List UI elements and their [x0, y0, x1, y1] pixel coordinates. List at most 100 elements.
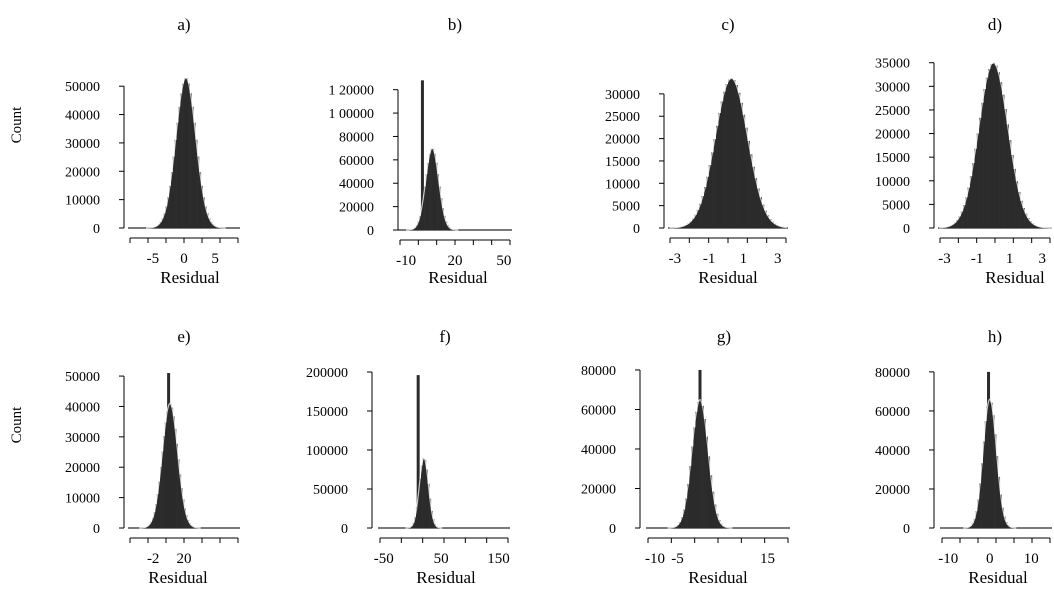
y-tick-label: 10000: [65, 194, 100, 209]
x-tick-label: 20: [448, 253, 463, 269]
histogram-bar: [728, 79, 731, 228]
histogram-bar: [204, 206, 207, 228]
histogram-bar: [674, 526, 678, 528]
x-axis-label: Residual: [416, 568, 476, 587]
histogram-bar: [997, 476, 1001, 528]
histogram-bar: [999, 82, 1003, 228]
histogram-bar: [169, 403, 172, 528]
histogram-bar: [188, 523, 191, 528]
histogram-bar: [160, 466, 162, 528]
histogram-bar: [430, 148, 433, 230]
histogram-bar: [195, 139, 198, 228]
histogram-bar: [737, 92, 741, 228]
histogram-bar: [153, 511, 156, 528]
y-tick-label: 30000: [875, 80, 910, 95]
histogram-bar: [683, 509, 686, 528]
histogram-bar: [759, 197, 762, 228]
histogram-bar: [208, 218, 211, 228]
y-tick-label: 150000: [306, 405, 348, 420]
histogram-bar: [988, 68, 991, 229]
y-tick-label: 20000: [65, 165, 100, 180]
histogram-bar: [723, 91, 726, 229]
histogram-bar: [691, 446, 694, 528]
panel-title: d): [988, 15, 1002, 34]
histogram-bar: [778, 226, 782, 228]
histogram-bar: [147, 525, 150, 528]
density-curve: [669, 77, 787, 229]
histogram-bar: [210, 221, 213, 228]
panel-d: d) 0 5000 10000 15000 20000 25000 30000 35000 -3 -…: [875, 15, 1052, 287]
histogram-bar: [705, 436, 709, 528]
histogram-bar: [429, 498, 432, 528]
histogram-bar: [424, 186, 426, 230]
y-tick-label: 30000: [65, 431, 100, 446]
histogram-bar: [715, 513, 719, 528]
histogram-bar: [1033, 225, 1037, 228]
histogram-bar: [722, 525, 725, 528]
histogram-bar: [200, 185, 203, 228]
histogram-bar: [711, 152, 714, 228]
histogram-bar: [1036, 226, 1039, 228]
histogram-bar: [704, 187, 707, 228]
histogram-bar: [156, 493, 159, 528]
density-curve: [406, 147, 459, 231]
histogram-bar: [976, 133, 980, 228]
histogram-bar: [771, 221, 774, 228]
histogram-bar: [994, 434, 997, 528]
x-axis-label: Residual: [688, 568, 748, 587]
histogram-bar: [1017, 191, 1021, 228]
histogram-spike-bar: [420, 80, 424, 230]
histogram-bar: [701, 405, 704, 528]
x-tick-label: -10: [938, 551, 958, 567]
histogram-bar: [676, 524, 680, 528]
y-tick-label: 1 00000: [329, 107, 375, 122]
histogram-bar: [742, 114, 746, 228]
histogram-spike-bar: [416, 375, 420, 528]
x-tick-label: -50: [374, 551, 394, 567]
histogram-bar: [1013, 168, 1016, 228]
histogram-bar: [773, 223, 777, 228]
histogram-bar: [735, 85, 738, 228]
y-tick-label: 0: [609, 522, 616, 537]
histogram-bar: [1008, 139, 1012, 228]
histogram-bar: [720, 523, 723, 528]
histogram-bar: [956, 219, 959, 228]
histogram-bar: [713, 139, 717, 228]
x-tick-label: -2: [147, 551, 160, 567]
y-tick-label: 50000: [65, 370, 100, 385]
histogram-bar: [187, 519, 190, 528]
histogram-bar: [411, 525, 413, 528]
histogram-bar: [693, 427, 696, 528]
histogram-bar: [1006, 124, 1009, 228]
histogram-bar: [749, 154, 753, 228]
histogram-bar: [1001, 94, 1005, 228]
histogram-bar: [972, 163, 975, 228]
histogram-bar: [984, 421, 987, 528]
density-curve: [667, 398, 733, 529]
y-tick-label: 0: [341, 522, 348, 537]
histogram-bar: [1020, 200, 1023, 228]
histogram-bar: [996, 455, 999, 528]
histogram-bar: [448, 227, 451, 230]
histogram-bar: [1031, 223, 1035, 228]
y-tick-label: 50000: [313, 483, 348, 498]
x-tick-label: 1: [1006, 251, 1014, 267]
histogram-bar: [432, 519, 435, 528]
histogram-bar: [732, 80, 736, 228]
x-tick-label: 150: [487, 551, 510, 567]
histogram-bar: [689, 465, 692, 528]
histogram-bar: [685, 498, 688, 528]
histogram-bar: [969, 176, 973, 228]
histogram-bar: [213, 225, 217, 228]
x-axis-label: Residual: [698, 268, 758, 287]
histogram-bar: [184, 78, 187, 228]
histogram-bar: [981, 102, 984, 228]
histogram-bar: [992, 415, 995, 528]
histogram-bar: [185, 78, 189, 228]
y-tick-label: 40000: [581, 443, 616, 458]
histogram-bar: [696, 209, 700, 228]
x-tick-label: -1: [703, 251, 716, 267]
histogram-bar: [437, 174, 440, 230]
y-tick-label: 40000: [65, 400, 100, 415]
x-tick-label: 3: [1038, 251, 1046, 267]
